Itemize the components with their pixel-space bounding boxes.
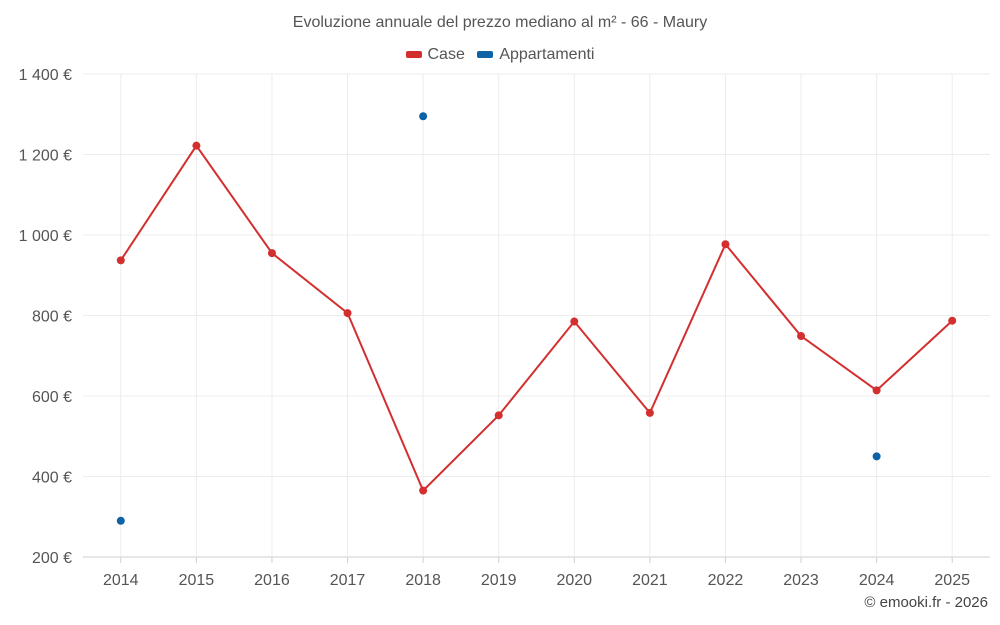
x-tick-label: 2021 (632, 572, 668, 589)
data-point-case (721, 240, 730, 249)
legend: Case Appartamenti (0, 45, 1000, 64)
data-point-case (343, 309, 352, 318)
data-point-case (192, 141, 201, 150)
data-point-case (419, 486, 428, 495)
y-tick-label: 1 200 € (19, 148, 72, 165)
x-tick-label: 2016 (254, 572, 290, 589)
x-tick-label: 2025 (934, 572, 970, 589)
y-tick-label: 800 € (32, 309, 72, 326)
y-tick-label: 200 € (32, 550, 72, 567)
y-tick-label: 1 400 € (19, 67, 72, 84)
x-tick-label: 2014 (103, 572, 139, 589)
data-point-appartamenti (116, 516, 125, 525)
x-tick-label: 2023 (783, 572, 819, 589)
x-tick-label: 2015 (179, 572, 215, 589)
legend-swatch-case (405, 51, 422, 58)
y-tick-label: 400 € (32, 470, 72, 487)
x-tick-label: 2019 (481, 572, 517, 589)
chart-title: Evoluzione annuale del prezzo mediano al… (292, 14, 708, 31)
data-point-case (645, 408, 654, 417)
data-point-case (267, 249, 276, 258)
data-point-case (948, 316, 957, 325)
legend-label-case: Case (427, 45, 465, 63)
data-point-case (872, 386, 881, 395)
data-point-case (570, 317, 579, 326)
x-tick-label: 2022 (708, 572, 744, 589)
legend-item-case[interactable]: Case (405, 45, 465, 64)
y-tick-label: 600 € (32, 389, 72, 406)
legend-label-appartamenti: Appartamenti (499, 45, 595, 63)
y-tick-label: 1 000 € (19, 228, 72, 245)
x-tick-label: 2024 (859, 572, 895, 589)
x-tick-label: 2017 (330, 572, 366, 589)
credit-text: © emooki.fr - 2026 (864, 594, 988, 611)
legend-swatch-appartamenti (477, 51, 494, 58)
series-line-case (119, 143, 953, 493)
x-tick-label: 2020 (556, 572, 592, 589)
data-point-case (797, 332, 806, 341)
data-point-case (494, 411, 503, 420)
data-point-case (116, 256, 125, 265)
legend-item-appartamenti[interactable]: Appartamenti (477, 46, 594, 64)
data-point-appartamenti (419, 112, 428, 121)
x-tick-label: 2018 (405, 572, 441, 589)
data-point-appartamenti (872, 452, 881, 461)
